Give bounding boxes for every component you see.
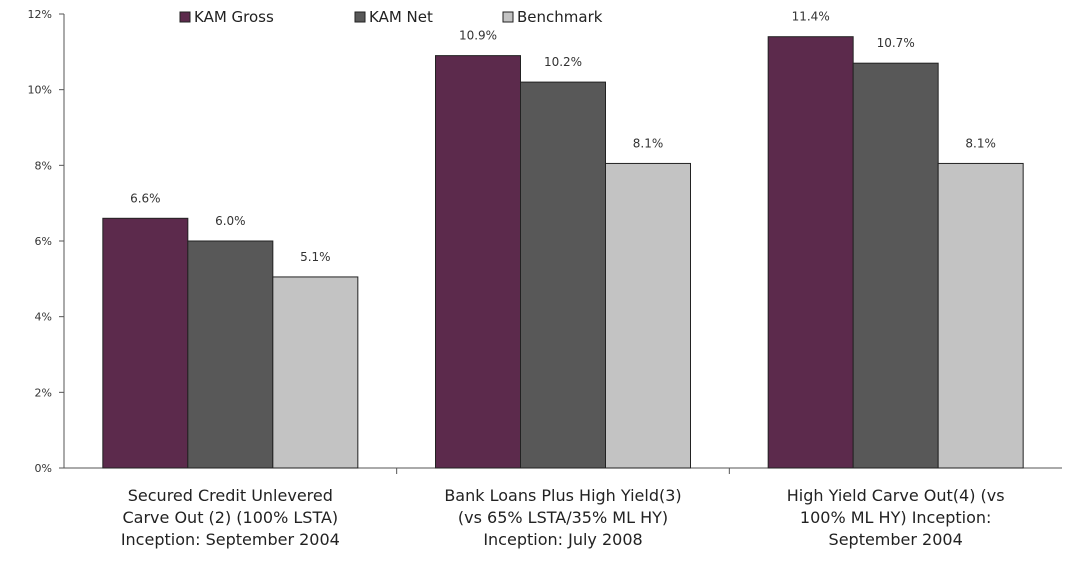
legend-swatch [179, 11, 191, 23]
data-label: 10.2% [544, 55, 582, 69]
data-label: 5.1% [300, 250, 331, 264]
legend-swatch [354, 11, 366, 23]
y-tick-label: 0% [35, 462, 52, 475]
bars [102, 36, 1024, 469]
legend: KAM Gross KAM Net Benchmark [179, 8, 603, 26]
category-label-line: Secured Credit Unlevered [128, 486, 333, 505]
data-label: 10.9% [459, 29, 497, 43]
category-label: High Yield Carve Out(4) (vs 100% ML HY) I… [787, 486, 1005, 549]
category-label: Secured Credit Unlevered Carve Out (2) (1… [121, 486, 340, 549]
category-label: Bank Loans Plus High Yield(3) (vs 65% LST… [444, 486, 681, 549]
y-tick-label: 2% [35, 386, 52, 399]
bar-kam-gross [767, 36, 854, 469]
legend-entry: KAM Net [369, 8, 433, 26]
bar-kam-gross [102, 217, 189, 469]
bar-benchmark [605, 162, 691, 469]
category-label-line: Carve Out (2) (100% LSTA) [123, 508, 339, 527]
data-label: 6.0% [215, 214, 246, 228]
data-label: 6.6% [130, 191, 161, 205]
bar-kam-net [852, 62, 939, 469]
category-label-line: High Yield Carve Out(4) (vs [787, 486, 1005, 505]
y-tick-label: 8% [35, 159, 52, 172]
data-label: 8.1% [965, 136, 996, 150]
bar-kam-net [520, 81, 606, 469]
category-label-line: September 2004 [829, 530, 963, 549]
category-label-line: Inception: September 2004 [121, 530, 340, 549]
data-label: 10.7% [877, 36, 915, 50]
data-labels: 6.6% 6.0% 5.1% 10.9% 10.2% 8.1% 11.4% 10.7% 8.1% [130, 10, 996, 264]
category-label-line: (vs 65% LSTA/35% ML HY) [458, 508, 668, 527]
data-label: 11.4% [792, 10, 830, 24]
data-label: 8.1% [633, 136, 664, 150]
category-label-line: 100% ML HY) Inception: [800, 508, 991, 527]
category-label-line: Inception: July 2008 [483, 530, 642, 549]
y-tick-label: 10% [28, 84, 52, 97]
y-tick-label: 4% [35, 311, 52, 324]
y-tick-label: 6% [35, 235, 52, 248]
bar-kam-net [187, 240, 274, 469]
legend-entry: Benchmark [517, 8, 603, 26]
bar-benchmark [937, 162, 1024, 469]
category-label-line: Bank Loans Plus High Yield(3) [444, 486, 681, 505]
y-tick-label: 12% [28, 8, 52, 21]
legend-swatch [502, 11, 514, 23]
category-labels: Secured Credit Unlevered Carve Out (2) (1… [121, 486, 1005, 549]
legend-entry: KAM Gross [194, 8, 274, 26]
bar-kam-gross [435, 55, 521, 469]
bar-benchmark [272, 276, 359, 469]
